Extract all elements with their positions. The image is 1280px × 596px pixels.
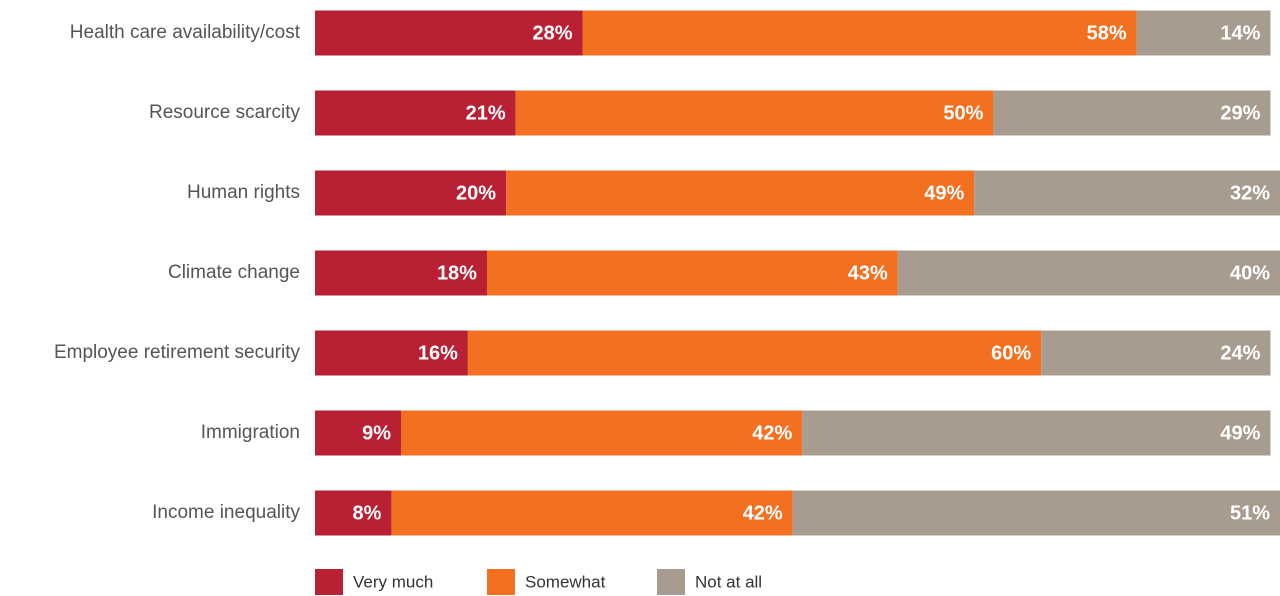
category-label: Employee retirement security: [54, 342, 301, 363]
bar-segment: [1041, 330, 1271, 376]
bar-segment: [792, 490, 1280, 536]
legend-label: Very much: [353, 572, 433, 591]
bar-segment: [315, 490, 392, 536]
value-label: 42%: [752, 422, 792, 444]
bar-segment: [582, 10, 1137, 56]
value-label: 8%: [353, 502, 382, 524]
bar-segment: [897, 250, 1280, 296]
bar-segment: [391, 490, 793, 536]
value-label: 20%: [456, 182, 496, 204]
bar-segment: [506, 170, 975, 216]
legend-swatch: [487, 569, 515, 595]
category-label: Health care availability/cost: [70, 22, 301, 43]
bar-segment: [486, 250, 898, 296]
value-label: 50%: [943, 102, 983, 124]
value-label: 60%: [991, 342, 1031, 364]
value-label: 9%: [362, 422, 391, 444]
legend-swatch: [657, 569, 685, 595]
value-label: 28%: [532, 22, 572, 44]
value-label: 43%: [848, 262, 888, 284]
value-label: 21%: [466, 102, 506, 124]
value-label: 58%: [1087, 22, 1127, 44]
value-label: 14%: [1220, 22, 1260, 44]
bar-segment: [802, 410, 1271, 456]
bar-segment: [515, 90, 994, 136]
value-label: 42%: [743, 502, 783, 524]
legend-swatch: [315, 569, 343, 595]
bar-segment: [315, 250, 487, 296]
bar-segment: [467, 330, 1042, 376]
value-label: 24%: [1220, 342, 1260, 364]
category-label: Income inequality: [152, 502, 300, 523]
value-label: 29%: [1220, 102, 1260, 124]
legend-label: Not at all: [695, 572, 762, 591]
bar-segment: [315, 90, 516, 136]
value-label: 16%: [418, 342, 458, 364]
category-label: Resource scarcity: [149, 102, 300, 123]
value-label: 40%: [1230, 262, 1270, 284]
value-label: 32%: [1230, 182, 1270, 204]
legend-label: Somewhat: [525, 572, 606, 591]
value-label: 49%: [924, 182, 964, 204]
category-label: Immigration: [201, 422, 300, 443]
bar-segment: [315, 330, 468, 376]
bar-segment: [993, 90, 1271, 136]
category-label: Human rights: [187, 182, 300, 203]
bar-segment: [315, 410, 401, 456]
bar-segment: [315, 10, 583, 56]
bar-segment: [315, 170, 507, 216]
bar-segment: [1136, 10, 1271, 56]
value-label: 51%: [1230, 502, 1270, 524]
value-label: 18%: [437, 262, 477, 284]
value-label: 49%: [1220, 422, 1260, 444]
category-label: Climate change: [168, 262, 300, 283]
bar-segment: [400, 410, 803, 456]
bar-segment: [974, 170, 1280, 216]
